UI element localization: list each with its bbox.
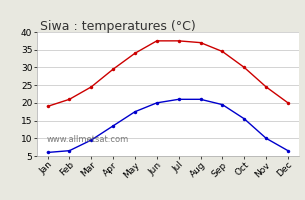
Text: Siwa : temperatures (°C): Siwa : temperatures (°C) [40,20,196,33]
Text: www.allmetsat.com: www.allmetsat.com [47,135,129,144]
